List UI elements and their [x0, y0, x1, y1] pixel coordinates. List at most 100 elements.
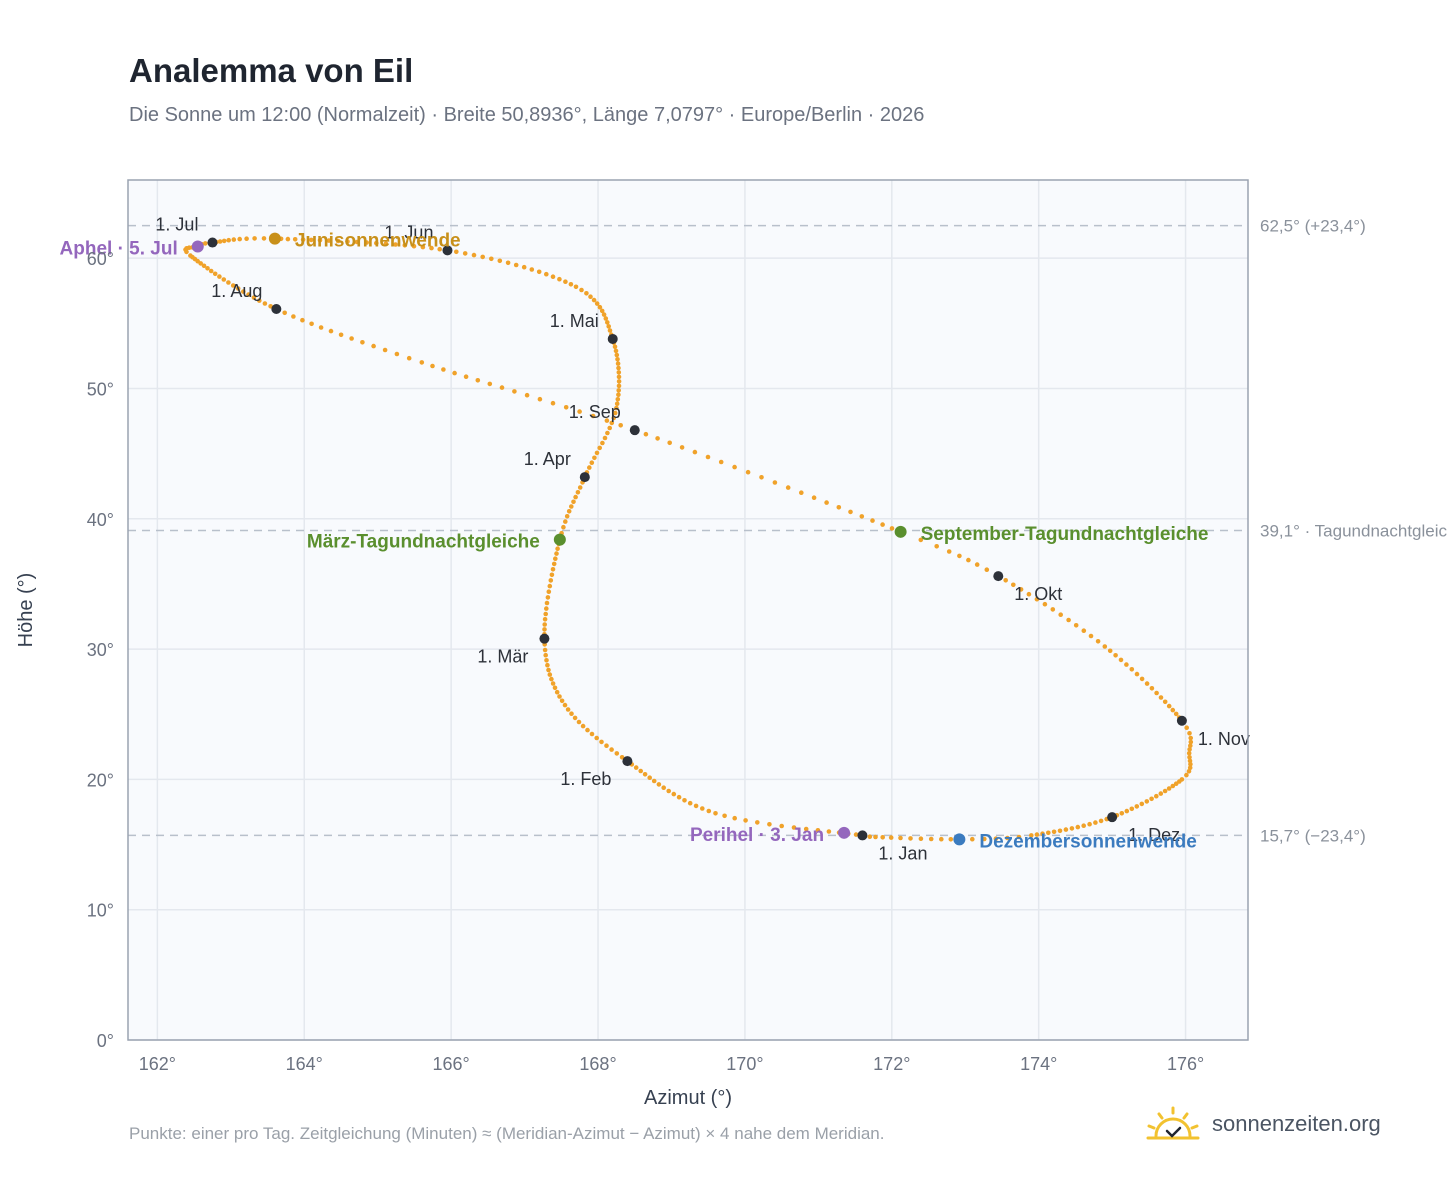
daily-sun-position-dot	[226, 237, 231, 243]
month-marker-label: 1. Jul	[155, 215, 198, 235]
daily-sun-position-dot	[241, 289, 246, 294]
daily-sun-position-dot	[918, 537, 924, 543]
month-marker-dot	[857, 830, 868, 841]
daily-sun-position-dot	[300, 237, 306, 242]
daily-sun-position-dot	[1166, 786, 1172, 791]
daily-sun-position-dot	[1066, 617, 1071, 623]
daily-sun-position-dot	[537, 396, 543, 402]
month-marker-dot	[1176, 715, 1187, 726]
daily-sun-position-dot	[505, 260, 511, 266]
daily-sun-position-dot	[1098, 818, 1104, 824]
daily-sun-position-dot	[1005, 835, 1010, 841]
daily-sun-position-dot	[811, 495, 817, 501]
daily-sun-position-dot	[554, 689, 560, 695]
daily-sun-position-dot	[880, 835, 885, 840]
daily-sun-position-dot	[848, 509, 853, 515]
daily-sun-position-dot	[1018, 587, 1024, 592]
daily-sun-position-dot	[1187, 755, 1192, 760]
daily-sun-position-dot	[970, 836, 975, 842]
daily-sun-position-dot	[1042, 601, 1048, 607]
month-marker-label: 1. Okt	[1014, 584, 1062, 604]
daily-sun-position-dot	[655, 436, 660, 441]
month-marker-label: 1. Jan	[878, 843, 927, 863]
daily-sun-position-dot	[718, 459, 724, 465]
daily-sun-position-dot	[602, 435, 608, 441]
daily-sun-position-dot	[1093, 820, 1098, 825]
daily-sun-position-dot	[246, 292, 251, 297]
daily-sun-position-dot	[230, 283, 236, 288]
daily-sun-position-dot	[244, 236, 249, 241]
daily-sun-position-dot	[487, 381, 493, 387]
daily-sun-position-dot	[545, 595, 551, 600]
daily-sun-position-dot	[643, 431, 649, 437]
daily-sun-position-dot	[732, 815, 737, 821]
daily-sun-position-dot	[614, 352, 620, 358]
brand-name[interactable]: sonnenzeiten.org	[1212, 1111, 1381, 1136]
daily-sun-position-dot	[544, 606, 549, 611]
daily-sun-position-dot	[402, 243, 408, 248]
daily-sun-position-dot	[1173, 781, 1179, 786]
footnote: Punkte: einer pro Tag. Zeitgleichung (Mi…	[129, 1124, 885, 1143]
daily-sun-position-dot	[661, 785, 666, 790]
daily-sun-position-dot	[572, 715, 578, 721]
daily-sun-position-dot	[1058, 612, 1063, 617]
daily-sun-position-dot	[300, 317, 305, 323]
daily-sun-position-dot	[550, 274, 556, 280]
daily-sun-position-dot	[475, 378, 481, 383]
daily-sun-position-dot	[571, 499, 576, 505]
daily-sun-position-dot	[745, 469, 751, 475]
month-marker-dot	[629, 425, 640, 436]
daily-sun-position-dot	[676, 794, 682, 800]
daily-sun-position-dot	[201, 263, 207, 269]
daily-sun-position-dot	[705, 454, 711, 460]
daily-sun-position-dot	[441, 367, 446, 372]
daily-sun-position-dot	[1081, 628, 1087, 633]
month-marker-label: 1. Aug	[211, 281, 262, 301]
x-tick-label: 176°	[1167, 1054, 1204, 1074]
daily-sun-position-dot	[1173, 711, 1179, 717]
chart-title: Analemma von Eil	[129, 52, 414, 89]
daily-sun-position-dot	[1046, 830, 1051, 836]
daily-sun-position-dot	[597, 304, 603, 310]
daily-sun-position-dot	[859, 514, 865, 519]
daily-sun-position-dot	[1187, 747, 1192, 752]
daily-sun-position-dot	[1149, 686, 1155, 691]
daily-sun-position-dot	[616, 383, 622, 389]
daily-sun-position-dot	[546, 589, 552, 594]
daily-sun-position-dot	[1139, 801, 1145, 807]
daily-sun-position-dot	[1124, 808, 1130, 814]
daily-sun-position-dot	[1102, 644, 1108, 649]
y-tick-label: 10°	[87, 901, 114, 921]
daily-sun-position-dot	[1170, 707, 1176, 713]
daily-sun-position-dot	[349, 336, 354, 341]
daily-sun-position-dot	[1129, 806, 1135, 812]
daily-sun-position-dot	[1087, 821, 1092, 827]
daily-sun-position-dot	[799, 490, 804, 496]
daily-sun-position-dot	[524, 392, 530, 398]
x-axis-ticks: 162° 164° 166° 168° 170° 172° 174° 176°	[139, 1054, 1204, 1074]
daily-sun-position-dot	[579, 287, 584, 293]
brand[interactable]: sonnenzeiten.org	[1146, 1104, 1381, 1144]
daily-sun-position-dot	[1075, 824, 1081, 830]
daily-sun-position-dot	[536, 269, 542, 275]
daily-sun-position-dot	[545, 662, 550, 668]
daily-sun-position-dot	[548, 578, 554, 583]
daily-sun-position-dot	[544, 600, 550, 606]
daily-sun-position-dot	[732, 464, 737, 470]
daily-sun-position-dot	[666, 788, 671, 794]
daily-sun-position-dot	[566, 509, 572, 514]
daily-sun-position-dot	[419, 360, 425, 365]
daily-sun-position-dot	[605, 320, 610, 325]
daily-sun-position-dot	[692, 449, 698, 455]
month-marker-dot	[579, 472, 590, 483]
daily-sun-position-dot	[208, 268, 214, 274]
daily-sun-position-dot	[1113, 653, 1118, 658]
daily-sun-position-dot	[318, 325, 324, 330]
daily-sun-position-dot	[614, 401, 620, 407]
daily-sun-position-dot	[406, 355, 412, 361]
daily-sun-position-dot	[1040, 831, 1045, 836]
daily-sun-position-dot	[489, 256, 494, 262]
daily-sun-position-dot	[1158, 791, 1164, 796]
daily-sun-position-dot	[682, 798, 687, 803]
daily-sun-position-dot	[1188, 735, 1193, 741]
